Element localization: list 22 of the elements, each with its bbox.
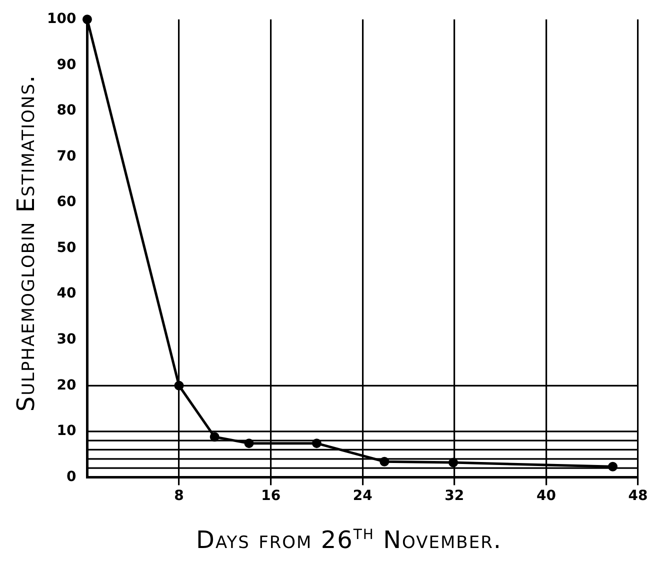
- y-tick-label: 50: [56, 240, 76, 256]
- point: [448, 458, 458, 468]
- x-tick-label: 16: [261, 488, 281, 504]
- x-tick-label: 48: [628, 488, 648, 504]
- x-tick-label: 24: [352, 488, 373, 504]
- y-tick-label: 0: [66, 468, 76, 485]
- y-tick-label: 30: [56, 332, 76, 348]
- x-tick-label: 40: [536, 488, 556, 504]
- y-axis-title: Sulphaemoglobin Estimations.: [12, 73, 40, 414]
- y-tick-label: 70: [56, 148, 76, 164]
- y-tick-label: 40: [56, 286, 76, 302]
- y-tick-label: 60: [56, 194, 76, 210]
- y-tick-label: 100: [46, 11, 76, 28]
- y-tick-label: 90: [56, 56, 76, 73]
- y-tick-label: 80: [56, 102, 76, 119]
- point: [82, 14, 92, 24]
- point: [210, 432, 220, 442]
- x-tick-label: 32: [444, 488, 464, 504]
- y-tick-label: 20: [56, 377, 76, 394]
- y-tick-label: 10: [56, 423, 76, 440]
- x-tick-label: 8: [174, 488, 184, 504]
- x-axis-title: Days from 26$^{th}$ November.: [194, 520, 504, 554]
